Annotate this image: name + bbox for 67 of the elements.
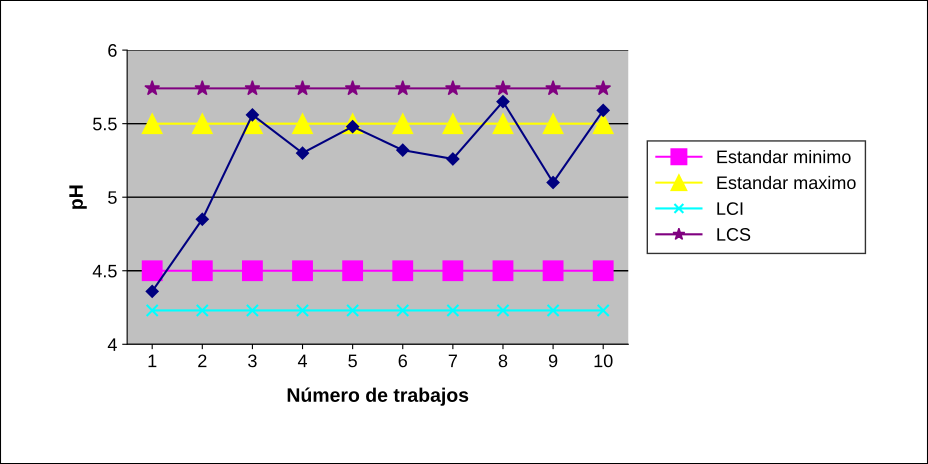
point <box>294 80 310 96</box>
point <box>542 113 564 134</box>
y-tick-label: 6 <box>108 44 117 57</box>
point <box>546 176 560 190</box>
point <box>142 260 163 282</box>
point <box>496 304 510 318</box>
point <box>545 80 562 96</box>
point <box>142 113 163 134</box>
point <box>346 304 360 318</box>
point <box>442 260 464 282</box>
point <box>446 152 460 166</box>
point <box>344 80 361 96</box>
point <box>444 80 461 96</box>
point <box>242 260 263 282</box>
point <box>495 80 511 96</box>
point <box>296 146 310 160</box>
point <box>246 304 260 318</box>
x-tick-label: 4 <box>298 354 308 368</box>
point <box>342 260 364 282</box>
x-tick-label: 3 <box>248 354 257 368</box>
point <box>595 80 612 96</box>
y-tick-label: 4 <box>108 338 117 351</box>
point <box>492 113 514 134</box>
point <box>144 80 160 96</box>
legend-label: LCS <box>717 228 750 241</box>
point <box>192 113 213 134</box>
point <box>244 80 260 96</box>
point <box>396 304 410 318</box>
x-tick-label: 10 <box>594 354 613 368</box>
point <box>546 304 560 318</box>
y-tick-label: 5 <box>108 191 117 204</box>
point <box>392 113 414 134</box>
x-tick-label: 7 <box>448 354 457 368</box>
point <box>592 260 614 282</box>
legend-label: Estandar minimo <box>717 150 851 164</box>
x-axis-title: Número de trabajos <box>288 388 468 406</box>
point <box>446 304 460 318</box>
point <box>196 304 209 318</box>
point <box>542 260 564 282</box>
y-tick-label: 4.5 <box>92 264 117 278</box>
point <box>146 284 159 298</box>
point <box>194 80 210 96</box>
point <box>146 304 159 318</box>
point <box>392 260 414 282</box>
point <box>396 144 410 157</box>
x-tick-label: 8 <box>498 354 508 368</box>
legend-label: Estandar maximo <box>717 176 856 190</box>
point <box>292 113 313 134</box>
point <box>496 95 510 108</box>
point <box>596 104 610 118</box>
point <box>296 304 310 318</box>
point <box>394 80 411 96</box>
x-tick-label: 5 <box>348 354 357 368</box>
x-tick-label: 9 <box>548 354 558 368</box>
x-tick-label: 6 <box>398 354 407 368</box>
y-tick-label: 5.5 <box>93 118 117 130</box>
point <box>596 304 610 318</box>
legend-label: LCI <box>717 202 742 215</box>
point <box>196 212 209 226</box>
point <box>442 113 464 134</box>
y-axis-title: pH <box>69 186 87 209</box>
x-tick-label: 1 <box>148 354 156 368</box>
point <box>246 108 260 122</box>
point <box>492 260 514 282</box>
point <box>292 260 313 282</box>
point <box>192 260 213 282</box>
x-tick-label: 2 <box>198 354 206 368</box>
